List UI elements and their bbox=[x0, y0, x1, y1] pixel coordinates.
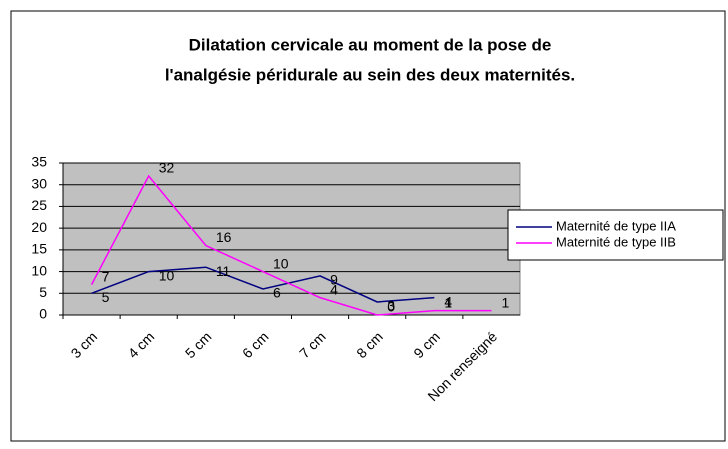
data-label: 16 bbox=[216, 229, 232, 245]
series-line bbox=[90, 174, 492, 316]
data-label: 10 bbox=[159, 267, 175, 283]
data-label: 3 bbox=[387, 298, 395, 314]
chart-title: Dilatation cervicale au moment de la pos… bbox=[189, 35, 552, 54]
data-label: 1 bbox=[444, 294, 452, 310]
legend-box bbox=[507, 209, 724, 261]
data-label: 9 bbox=[330, 272, 338, 288]
data-label: 6 bbox=[273, 285, 281, 301]
data-label: 11 bbox=[216, 263, 231, 279]
data-label: 0 bbox=[387, 299, 395, 315]
y-tick-label: 30 bbox=[31, 175, 47, 191]
plot-area bbox=[62, 162, 521, 316]
data-label: 7 bbox=[102, 268, 110, 284]
y-tick-label: 20 bbox=[31, 219, 47, 235]
data-label: 4 bbox=[330, 281, 338, 297]
y-tick-label: 35 bbox=[31, 154, 47, 170]
legend-label: Maternité de type IIA bbox=[556, 218, 676, 233]
chart-title: l'analgésie péridurale au sein des deux … bbox=[165, 65, 575, 84]
series-line bbox=[91, 266, 435, 303]
y-tick-label: 0 bbox=[39, 306, 47, 322]
y-tick-label: 5 bbox=[39, 284, 47, 300]
data-label: 1 bbox=[501, 294, 509, 310]
y-tick-label: 10 bbox=[31, 262, 47, 278]
data-label: 4 bbox=[444, 293, 452, 309]
y-tick-label: 25 bbox=[31, 197, 47, 213]
y-tick-label: 15 bbox=[31, 241, 47, 257]
data-label: 5 bbox=[102, 289, 110, 305]
data-label: 32 bbox=[159, 160, 175, 176]
data-label: 10 bbox=[273, 255, 289, 271]
legend-label: Maternité de type IIB bbox=[556, 234, 676, 249]
